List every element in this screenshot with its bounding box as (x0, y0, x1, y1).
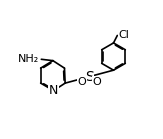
Text: N: N (49, 84, 58, 97)
Text: NH₂: NH₂ (18, 54, 39, 64)
Text: S: S (85, 70, 94, 84)
Text: O: O (77, 77, 86, 87)
Text: Cl: Cl (119, 30, 130, 40)
Text: O: O (93, 77, 101, 87)
